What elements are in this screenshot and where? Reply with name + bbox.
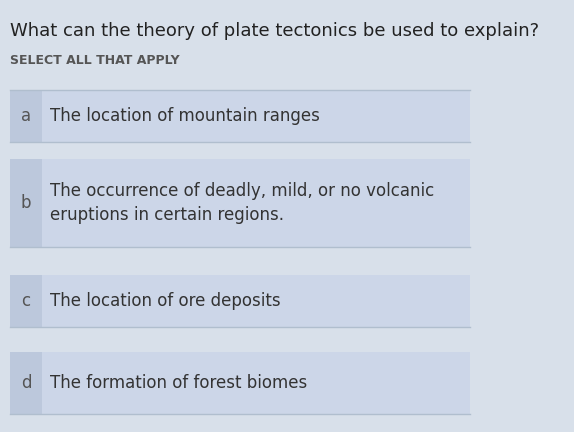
- FancyBboxPatch shape: [10, 90, 42, 142]
- FancyBboxPatch shape: [10, 275, 470, 327]
- FancyBboxPatch shape: [10, 159, 470, 247]
- Text: b: b: [21, 194, 31, 212]
- Text: c: c: [21, 292, 30, 310]
- FancyBboxPatch shape: [10, 275, 42, 327]
- FancyBboxPatch shape: [10, 159, 42, 247]
- Text: The location of mountain ranges: The location of mountain ranges: [50, 107, 320, 125]
- Text: d: d: [21, 374, 31, 392]
- Text: What can the theory of plate tectonics be used to explain?: What can the theory of plate tectonics b…: [10, 22, 539, 40]
- FancyBboxPatch shape: [10, 352, 42, 414]
- Text: The formation of forest biomes: The formation of forest biomes: [50, 374, 308, 392]
- Text: SELECT ALL THAT APPLY: SELECT ALL THAT APPLY: [10, 54, 180, 67]
- FancyBboxPatch shape: [10, 90, 470, 142]
- FancyBboxPatch shape: [10, 352, 470, 414]
- Text: The location of ore deposits: The location of ore deposits: [50, 292, 281, 310]
- Text: a: a: [21, 107, 31, 125]
- Text: The occurrence of deadly, mild, or no volcanic
eruptions in certain regions.: The occurrence of deadly, mild, or no vo…: [50, 182, 435, 224]
